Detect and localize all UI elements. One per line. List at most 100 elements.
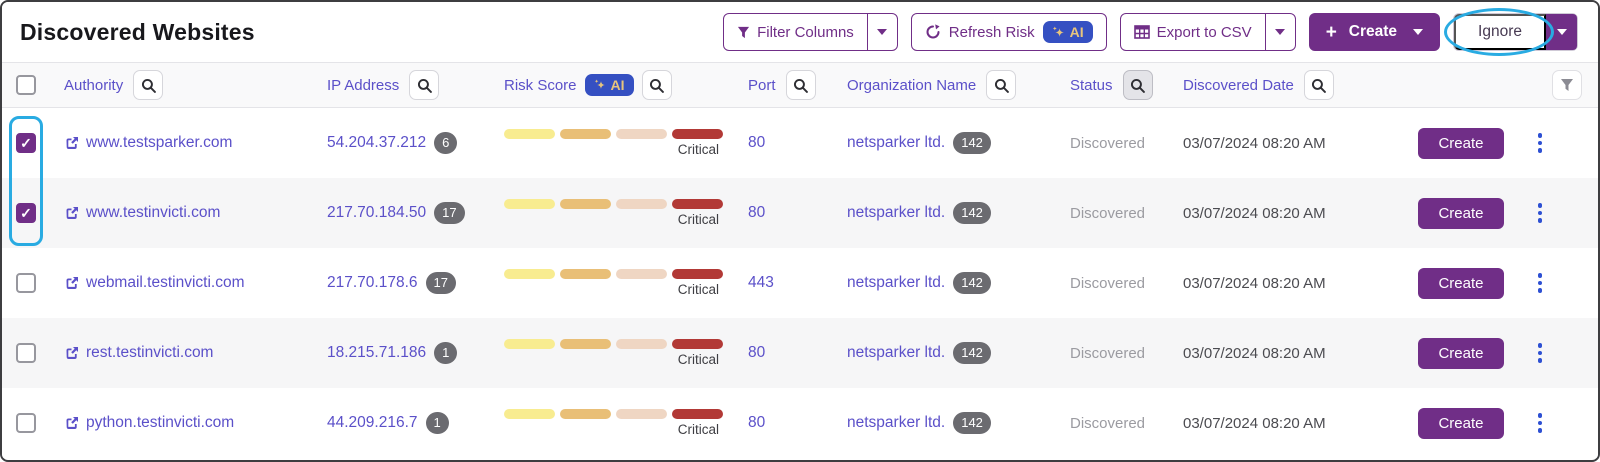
organization-count-badge[interactable]: 142 (953, 202, 991, 224)
organization-link[interactable]: netsparker ltd. (847, 134, 946, 151)
date-search-button[interactable] (1303, 70, 1334, 100)
external-link-icon[interactable] (64, 206, 79, 221)
search-icon (141, 78, 156, 93)
row-checkbox[interactable] (16, 133, 36, 153)
page-header: Discovered Websites Filter Columns Refre… (2, 2, 1598, 62)
page-title: Discovered Websites (20, 18, 255, 45)
column-header-ip-address[interactable]: IP Address (327, 76, 400, 94)
ai-badge-label: AI (1069, 24, 1084, 40)
refresh-icon (925, 24, 941, 40)
port-link[interactable]: 443 (748, 274, 774, 291)
organization-count-badge[interactable]: 142 (953, 272, 991, 294)
organization-link[interactable]: netsparker ltd. (847, 414, 946, 431)
authority-link[interactable]: www.testsparker.com (86, 134, 233, 151)
ignore-dropdown-button[interactable] (1546, 14, 1577, 50)
row-checkbox[interactable] (16, 343, 36, 363)
column-header-risk-score[interactable]: Risk Score (504, 76, 577, 94)
risk-segment-high (616, 199, 667, 209)
ip-address-link[interactable]: 217.70.184.50 (327, 204, 427, 221)
external-link-icon[interactable] (64, 276, 79, 291)
discovered-date-text: 03/07/2024 08:20 AM (1183, 204, 1326, 222)
risk-segment-high (616, 409, 667, 419)
ip-count-badge[interactable]: 1 (425, 412, 449, 434)
export-csv-button[interactable]: Export to CSV (1121, 14, 1265, 50)
external-link-icon[interactable] (64, 416, 79, 431)
filter-columns-button[interactable]: Filter Columns (724, 14, 867, 50)
kebab-menu-icon[interactable] (1536, 339, 1545, 366)
organization-count-badge[interactable]: 142 (953, 412, 991, 434)
risk-search-button[interactable] (641, 70, 672, 100)
kebab-menu-icon[interactable] (1536, 129, 1545, 156)
table-filter-button[interactable] (1552, 70, 1582, 100)
refresh-risk-button[interactable]: Refresh Risk AI (910, 13, 1107, 51)
external-link-icon[interactable] (64, 136, 79, 151)
organization-search-button[interactable] (986, 70, 1017, 100)
status-text: Discovered (1070, 344, 1146, 362)
column-header-status[interactable]: Status (1070, 76, 1113, 94)
column-header-organization[interactable]: Organization Name (847, 76, 977, 94)
organization-count-badge[interactable]: 142 (953, 132, 991, 154)
table-row: webmail.testinvicti.com 217.70.178.6 17 … (2, 248, 1598, 318)
risk-segment-critical (672, 269, 723, 279)
select-all-checkbox[interactable] (16, 75, 36, 95)
status-search-button[interactable] (1122, 70, 1153, 100)
ip-count-badge[interactable]: 6 (434, 132, 458, 154)
row-create-button[interactable]: Create (1418, 267, 1504, 299)
ip-address-link[interactable]: 54.204.37.212 (327, 134, 427, 151)
risk-score-indicator: Critical (504, 199, 723, 227)
risk-segment-medium (560, 339, 611, 349)
funnel-icon (737, 26, 750, 39)
row-checkbox[interactable] (16, 203, 36, 223)
ip-address-link[interactable]: 217.70.178.6 (327, 274, 418, 291)
search-icon (793, 78, 808, 93)
organization-count-badge[interactable]: 142 (953, 342, 991, 364)
row-create-button[interactable]: Create (1418, 197, 1504, 229)
port-link[interactable]: 80 (748, 134, 766, 151)
port-search-button[interactable] (785, 70, 816, 100)
port-link[interactable]: 80 (748, 414, 766, 431)
row-create-button[interactable]: Create (1418, 337, 1504, 369)
ip-address-link[interactable]: 44.209.216.7 (327, 414, 418, 431)
ip-search-button[interactable] (409, 70, 440, 100)
chevron-down-icon (1275, 29, 1286, 35)
row-create-button[interactable]: Create (1418, 407, 1504, 439)
export-csv-dropdown-button[interactable] (1264, 14, 1295, 50)
port-link[interactable]: 80 (748, 204, 766, 221)
kebab-menu-icon[interactable] (1536, 199, 1545, 226)
organization-link[interactable]: netsparker ltd. (847, 274, 946, 291)
risk-level-label: Critical (677, 282, 719, 297)
ignore-button-group: Ignore (1444, 8, 1578, 56)
risk-segment-low (504, 129, 555, 139)
ai-badge: AI (1042, 21, 1093, 43)
row-checkbox[interactable] (16, 273, 36, 293)
kebab-menu-icon[interactable] (1536, 409, 1545, 436)
authority-link[interactable]: www.testinvicti.com (86, 204, 221, 221)
external-link-icon[interactable] (64, 346, 79, 361)
column-header-authority[interactable]: Authority (64, 76, 124, 94)
risk-score-ai-badge: AI (584, 74, 634, 96)
risk-score-bar (504, 409, 723, 419)
kebab-menu-icon[interactable] (1536, 269, 1545, 296)
ignore-button[interactable]: Ignore (1444, 8, 1554, 56)
ip-address-link[interactable]: 18.215.71.186 (327, 344, 427, 361)
column-header-discovered-date[interactable]: Discovered Date (1183, 76, 1294, 94)
row-checkbox[interactable] (16, 413, 36, 433)
ip-count-badge[interactable]: 17 (434, 202, 465, 224)
authority-search-button[interactable] (133, 70, 164, 100)
risk-segment-high (616, 269, 667, 279)
ip-count-badge[interactable]: 17 (425, 272, 456, 294)
organization-link[interactable]: netsparker ltd. (847, 344, 946, 361)
authority-link[interactable]: webmail.testinvicti.com (86, 274, 245, 291)
row-create-button[interactable]: Create (1418, 127, 1504, 159)
create-button[interactable]: + Create (1308, 13, 1441, 51)
column-header-port[interactable]: Port (748, 76, 776, 94)
filter-columns-button-group: Filter Columns (723, 13, 898, 51)
authority-link[interactable]: python.testinvicti.com (86, 414, 235, 431)
port-link[interactable]: 80 (748, 344, 766, 361)
authority-link[interactable]: rest.testinvicti.com (86, 344, 214, 361)
table-row: www.testinvicti.com 217.70.184.50 17 Cri… (2, 178, 1598, 248)
filter-columns-dropdown-button[interactable] (866, 14, 897, 50)
risk-segment-medium (560, 129, 611, 139)
organization-link[interactable]: netsparker ltd. (847, 204, 946, 221)
ip-count-badge[interactable]: 1 (434, 342, 458, 364)
